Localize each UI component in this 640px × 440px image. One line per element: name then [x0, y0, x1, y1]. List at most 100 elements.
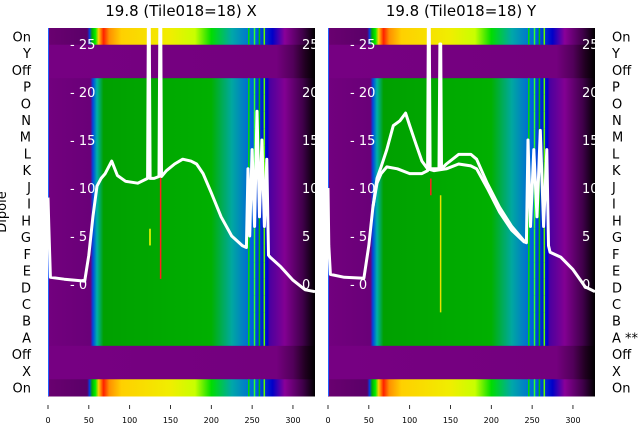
row-label: L — [612, 147, 620, 162]
heatmap-row — [328, 345, 595, 364]
rfi-stripe — [258, 295, 261, 313]
rfi-stripe — [543, 228, 546, 246]
row-label: Off — [612, 64, 632, 79]
heatmap-row — [48, 295, 315, 313]
x-tick-label: 150 — [443, 416, 458, 425]
rfi-stripe — [533, 111, 536, 129]
rfi-stripe — [263, 245, 266, 263]
x-tick-label: 200 — [204, 416, 219, 425]
rfi-line — [159, 161, 162, 279]
rfi-stripe — [528, 111, 530, 129]
rfi-stripe — [538, 278, 541, 297]
rfi-stripe — [258, 329, 261, 347]
rfi-stripe — [543, 128, 546, 146]
row-label: Off — [612, 348, 632, 363]
row-label: On — [612, 30, 630, 45]
rfi-stripe — [538, 28, 541, 46]
overlay-y-tick-label-right: 15 — [302, 134, 319, 149]
x-tick-label: 300 — [565, 416, 580, 425]
rfi-stripe — [263, 128, 266, 146]
rfi-stripe — [533, 278, 536, 297]
row-label: X — [612, 365, 621, 380]
rfi-stripe — [528, 128, 530, 146]
row-label: M — [20, 131, 31, 146]
rfi-stripe — [538, 262, 541, 280]
rfi-stripe — [253, 312, 256, 330]
rfi-stripe — [263, 379, 266, 397]
rfi-stripe — [263, 145, 266, 163]
rfi-stripe — [533, 245, 536, 263]
row-label: N — [21, 114, 31, 129]
rfi-stripe — [543, 94, 546, 113]
overlay-y-tick-label: - 25 — [350, 38, 375, 53]
rfi-line — [149, 228, 151, 246]
heatmap-row — [48, 111, 315, 129]
row-label: Y — [611, 47, 620, 62]
overlay-y-tick-label-right: 15 — [582, 134, 599, 149]
heatmap-row — [328, 212, 595, 230]
row-label: X — [22, 365, 31, 380]
rfi-stripe — [253, 295, 256, 313]
row-label: C — [22, 298, 31, 313]
rfi-stripe — [248, 228, 250, 246]
row-label: H — [612, 214, 622, 229]
rfi-stripe — [528, 28, 530, 46]
x-tick-label: 250 — [524, 416, 539, 425]
rfi-stripe — [528, 212, 530, 230]
rfi-stripe — [258, 28, 261, 46]
row-label: A ** — [612, 331, 639, 346]
rfi-stripe — [533, 128, 536, 146]
x-tick-label: 50 — [364, 416, 374, 425]
rfi-stripe — [248, 379, 250, 397]
row-label: G — [21, 231, 31, 246]
heatmap-row — [328, 379, 595, 397]
rfi-stripe — [258, 94, 261, 113]
row-label: K — [22, 164, 31, 179]
heatmap-row — [328, 111, 595, 129]
rfi-stripe — [248, 78, 250, 96]
rfi-stripe — [528, 78, 530, 96]
heatmap-row — [328, 262, 595, 280]
row-label: D — [21, 281, 31, 296]
heatmap-row — [48, 329, 315, 347]
rfi-stripe — [248, 128, 250, 146]
rfi-stripe — [253, 329, 256, 347]
rfi-stripe — [538, 212, 541, 230]
overlay-y-tick-label-right: 10 — [582, 182, 599, 197]
rfi-stripe — [263, 329, 266, 347]
row-label: J — [611, 181, 616, 196]
rfi-stripe — [528, 295, 530, 313]
row-label: O — [21, 97, 31, 112]
rfi-stripe — [533, 195, 536, 213]
rfi-stripe — [248, 145, 250, 163]
rfi-stripe — [253, 379, 256, 397]
row-label: L — [24, 147, 32, 162]
heatmap-row — [328, 61, 595, 79]
x-tick-label: 300 — [285, 416, 300, 425]
overlay-y-tick-label-right: 25 — [582, 38, 599, 53]
rfi-stripe — [538, 329, 541, 347]
rfi-stripe — [248, 329, 250, 347]
rfi-stripe — [543, 145, 546, 163]
overlay-y-tick-label: - 10 — [350, 182, 375, 197]
row-label: E — [23, 265, 31, 280]
chart-title-y: 19.8 (Tile018=18) Y — [386, 2, 537, 20]
rfi-stripe — [258, 128, 261, 146]
overlay-y-tick-label-right: 5 — [302, 230, 310, 245]
heatmap-row — [48, 61, 315, 79]
row-label: D — [612, 281, 622, 296]
row-label: P — [612, 81, 620, 96]
overlay-y-tick-label: - 5 — [350, 230, 367, 245]
row-label: I — [612, 198, 616, 213]
rfi-stripe — [253, 78, 256, 96]
x-tick-label: 200 — [484, 416, 499, 425]
row-label: E — [612, 265, 620, 280]
overlay-y-tick-label: - 10 — [70, 182, 95, 197]
rfi-stripe — [253, 278, 256, 297]
rfi-line — [439, 195, 442, 313]
rfi-stripe — [253, 111, 256, 129]
rfi-stripe — [543, 295, 546, 313]
spectrum-trace — [371, 111, 528, 245]
rfi-stripe — [538, 379, 541, 397]
